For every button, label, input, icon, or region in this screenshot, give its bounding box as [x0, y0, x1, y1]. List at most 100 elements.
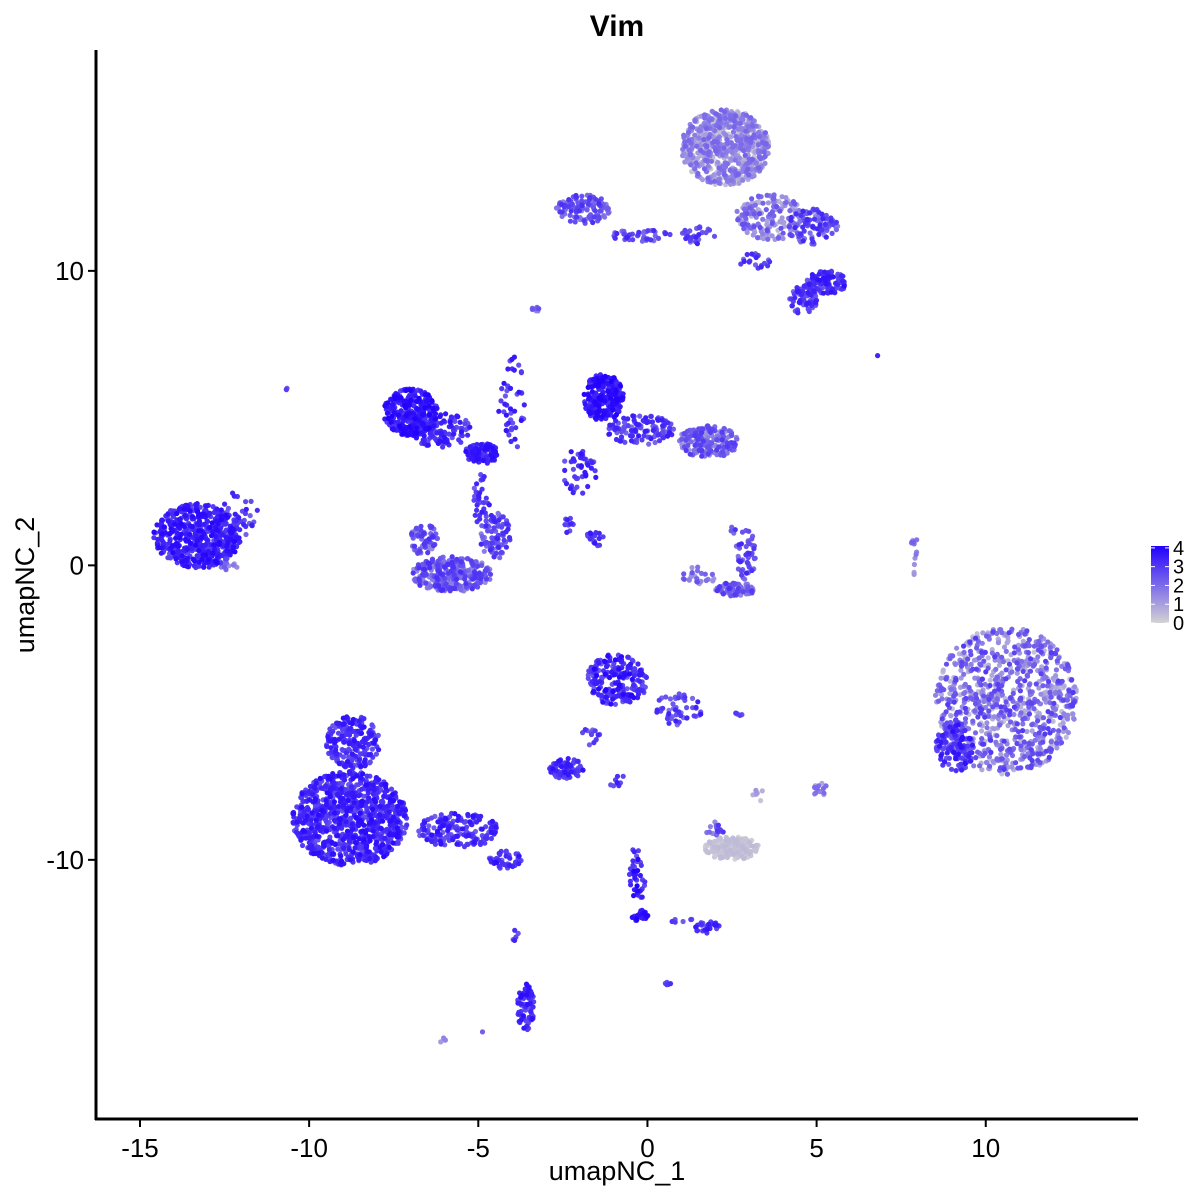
data-point [513, 425, 519, 431]
data-point [983, 669, 989, 675]
data-point [699, 430, 705, 436]
data-point [749, 588, 755, 594]
data-point [760, 200, 766, 206]
data-point [759, 788, 765, 794]
data-point [981, 658, 987, 664]
data-point [425, 550, 431, 556]
data-point [733, 133, 739, 140]
data-point [1040, 739, 1046, 745]
data-point [733, 113, 739, 119]
data-point [221, 564, 227, 570]
data-point [719, 855, 725, 861]
data-point [1026, 682, 1032, 688]
data-point [620, 427, 627, 433]
data-point [733, 710, 739, 716]
data-point [1028, 656, 1034, 662]
data-point [1016, 734, 1022, 740]
data-point [744, 211, 750, 217]
data-point [596, 215, 602, 221]
data-point [1071, 716, 1077, 722]
data-point [472, 571, 478, 578]
data-point [430, 543, 437, 549]
data-point [566, 197, 572, 203]
data-point [694, 156, 701, 162]
data-point [1058, 740, 1065, 746]
data-point [417, 548, 423, 554]
data-point [749, 156, 756, 162]
data-point [698, 161, 704, 168]
data-point [1008, 719, 1014, 725]
data-point [742, 152, 748, 158]
data-point [767, 259, 773, 265]
data-point [655, 235, 662, 241]
data-point [707, 429, 714, 435]
data-point [972, 730, 979, 736]
data-point [1031, 706, 1037, 712]
data-point [1043, 665, 1049, 671]
data-point [681, 431, 687, 437]
data-point [1045, 639, 1051, 645]
data-point [579, 193, 585, 199]
data-point [968, 695, 974, 701]
chart-title: Vim [590, 10, 644, 43]
data-point [972, 701, 979, 707]
data-point [820, 785, 827, 792]
data-point [1035, 654, 1041, 660]
data-point [247, 513, 253, 519]
data-point [978, 682, 984, 688]
data-point [625, 423, 631, 429]
data-point [1038, 634, 1044, 640]
data-point [954, 645, 960, 651]
data-point [1060, 720, 1066, 726]
data-point [705, 176, 711, 182]
data-point [995, 640, 1002, 646]
data-point [1041, 725, 1047, 731]
data-point [762, 153, 768, 159]
data-point [990, 629, 996, 635]
data-point [746, 541, 753, 547]
data-point [1020, 728, 1026, 734]
data-point [225, 505, 231, 511]
data-point [945, 701, 951, 708]
data-point [1026, 711, 1032, 717]
data-point [714, 588, 720, 594]
data-point [1053, 684, 1059, 690]
data-point [757, 155, 764, 162]
data-point [1003, 676, 1009, 682]
scatter-points [151, 107, 1079, 1045]
data-point [993, 739, 999, 745]
data-point [948, 766, 955, 772]
data-point [692, 132, 698, 138]
data-point [1013, 760, 1019, 766]
data-point [757, 224, 763, 231]
data-point [1069, 703, 1076, 709]
data-point [646, 441, 652, 447]
data-point [588, 731, 595, 738]
data-point [416, 565, 422, 571]
data-point [734, 850, 741, 856]
data-point [714, 447, 720, 453]
data-point [465, 841, 471, 848]
data-point [449, 554, 455, 560]
data-point [977, 722, 983, 728]
data-point [582, 727, 588, 733]
data-point [686, 129, 692, 135]
data-point [936, 698, 942, 704]
data-point [488, 835, 494, 842]
data-point [1048, 746, 1054, 753]
data-point [472, 512, 478, 518]
data-point [568, 208, 574, 214]
data-point [612, 235, 618, 241]
data-point [482, 568, 488, 574]
data-point [982, 649, 988, 656]
data-point [688, 162, 694, 168]
data-point [740, 177, 746, 183]
data-point [692, 442, 698, 448]
data-point [1037, 745, 1043, 752]
data-point [468, 558, 474, 564]
data-point [701, 137, 707, 143]
data-point [696, 127, 702, 133]
data-point [984, 720, 990, 726]
data-point [638, 862, 644, 869]
data-point [412, 543, 418, 549]
